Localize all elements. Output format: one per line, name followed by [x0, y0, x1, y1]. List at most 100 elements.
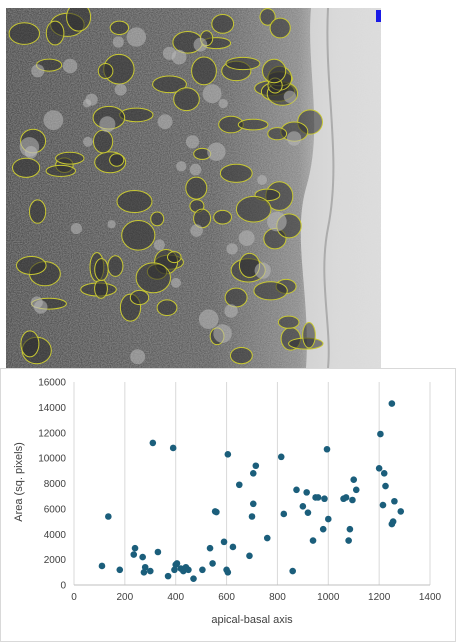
- pale-cell: [193, 37, 208, 52]
- pale-cell: [126, 27, 147, 47]
- chart-panel: 0 200 400 600 800 1000 1200 1400 0 2000 4000 6000 80…: [0, 368, 456, 642]
- data-point: [206, 544, 214, 552]
- basal-membrane-region: [300, 8, 381, 368]
- data-point: [352, 486, 360, 494]
- data-point: [130, 551, 138, 558]
- pale-cell: [83, 136, 93, 147]
- pale-cell: [114, 83, 127, 96]
- pale-cell: [202, 84, 222, 104]
- y-tick-label: 16000: [38, 378, 66, 389]
- y-tick-label: 6000: [44, 504, 67, 515]
- data-point: [116, 566, 124, 574]
- y-tick-label: 0: [60, 581, 66, 592]
- nucleus-outline: [109, 20, 130, 35]
- data-point: [149, 439, 157, 447]
- pale-cell: [190, 224, 203, 237]
- nucleus-outline: [225, 56, 261, 71]
- data-point: [289, 567, 296, 575]
- y-tick-label: 12000: [38, 428, 66, 439]
- data-point: [304, 509, 312, 516]
- data-point: [169, 444, 177, 452]
- nucleus-outline: [213, 209, 233, 225]
- x-tick-label: 1400: [419, 592, 442, 603]
- pale-cell: [224, 304, 238, 318]
- y-tick-label: 14000: [38, 403, 66, 414]
- nucleus-outline: [93, 129, 114, 154]
- pale-cell: [185, 135, 200, 149]
- y-tick-label: 4000: [44, 530, 67, 541]
- pale-cell: [257, 175, 268, 185]
- pale-cell: [31, 64, 45, 78]
- pale-cell: [162, 46, 177, 60]
- data-point: [319, 525, 327, 533]
- pale-cell: [286, 131, 302, 146]
- y-tick-label: 10000: [38, 454, 66, 465]
- nucleus-outline: [20, 330, 40, 358]
- x-tick-label: 1000: [317, 592, 340, 603]
- nucleus-outline: [55, 151, 85, 165]
- x-tick-label: 800: [269, 592, 286, 603]
- data-point: [379, 501, 387, 509]
- data-point: [314, 494, 322, 501]
- nucleus-outline: [253, 281, 288, 301]
- pale-cell: [176, 161, 187, 172]
- pale-cell: [70, 223, 82, 235]
- data-point: [277, 453, 285, 461]
- nucleus-outline: [173, 87, 200, 112]
- pale-cell: [85, 93, 98, 106]
- data-point: [173, 560, 181, 567]
- y-tick-label: 2000: [44, 555, 67, 566]
- nucleus-outline: [116, 190, 153, 213]
- nucleus-outline: [135, 262, 172, 294]
- data-point: [350, 476, 358, 483]
- data-point: [140, 569, 148, 576]
- nucleus-outline: [66, 8, 92, 32]
- nucleus-outline: [45, 20, 65, 46]
- nucleus-outline: [211, 14, 235, 34]
- nucleus-outline: [29, 199, 47, 224]
- data-point: [397, 508, 405, 515]
- tick-labels: 0 200 400 600 800 1000 1200 1400020004000600080…: [38, 378, 441, 604]
- pale-cell: [207, 142, 226, 161]
- nucleus-outline: [15, 256, 47, 275]
- pale-cell: [62, 58, 78, 74]
- pale-cell: [33, 300, 48, 314]
- data-point: [303, 489, 310, 496]
- gridlines: [73, 382, 431, 586]
- nucleus-outline: [191, 56, 217, 86]
- basal-edge-line: [323, 8, 335, 368]
- nucleus-outline: [156, 299, 178, 317]
- pale-cell: [130, 349, 146, 365]
- nucleus-outline: [8, 22, 40, 45]
- pale-cell: [226, 243, 238, 255]
- data-point: [299, 503, 307, 510]
- data-point: [213, 508, 220, 516]
- scatter-chart: 0 200 400 600 800 1000 1200 1400020004000600080…: [0, 368, 456, 642]
- data-point: [375, 464, 383, 472]
- pale-cell: [218, 98, 228, 109]
- data-point: [246, 552, 253, 560]
- data-point: [229, 543, 237, 551]
- nucleus-outline: [167, 251, 182, 264]
- nucleus-outline: [259, 8, 276, 26]
- data-point: [209, 560, 216, 567]
- pale-cell: [189, 163, 202, 176]
- data-point: [141, 563, 149, 571]
- data-point: [309, 537, 317, 544]
- data-point: [345, 537, 352, 544]
- nucleus-outline: [97, 63, 114, 79]
- y-tick-label: 8000: [44, 479, 67, 490]
- data-point: [185, 566, 192, 574]
- y-axis-title: Area (sq. pixels): [13, 442, 25, 521]
- pale-cell: [171, 277, 181, 288]
- data-point: [164, 572, 172, 580]
- pale-cell: [198, 309, 219, 330]
- data-point: [171, 566, 178, 574]
- data-point: [249, 500, 257, 508]
- nucleus-outline: [94, 258, 109, 282]
- data-point: [293, 486, 300, 494]
- data-point: [139, 553, 146, 561]
- pale-cell: [99, 116, 116, 133]
- data-point: [146, 567, 154, 575]
- nucleus-outline: [150, 211, 165, 227]
